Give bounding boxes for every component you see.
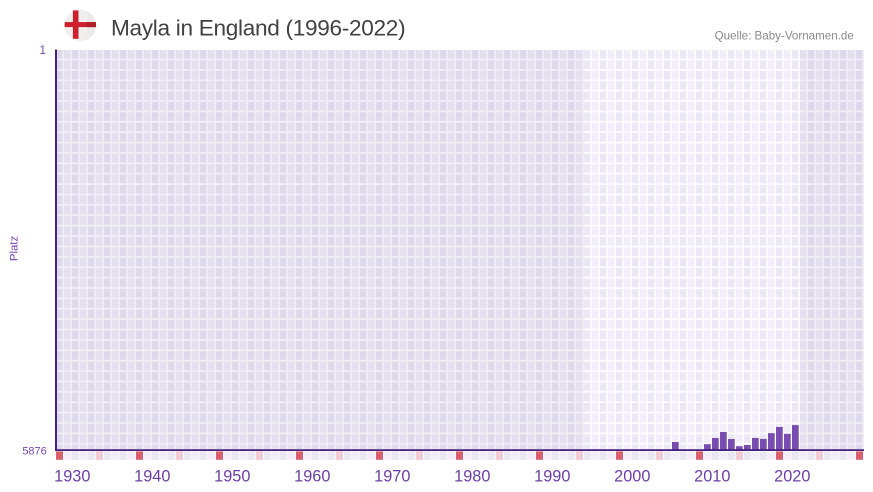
svg-text:1930: 1930	[54, 467, 90, 485]
svg-text:1960: 1960	[294, 467, 330, 485]
svg-text:1950: 1950	[214, 467, 250, 485]
svg-text:1990: 1990	[534, 467, 570, 485]
svg-text:2010: 2010	[694, 467, 730, 485]
svg-text:Platz: Platz	[9, 236, 21, 262]
svg-text:1940: 1940	[134, 467, 170, 485]
svg-text:2020: 2020	[774, 467, 810, 485]
svg-text:Quelle: Baby-Vornamen.de: Quelle: Baby-Vornamen.de	[715, 30, 854, 43]
svg-text:2000: 2000	[614, 467, 650, 485]
svg-text:1: 1	[39, 45, 45, 57]
svg-text:5876: 5876	[22, 446, 46, 458]
svg-text:1980: 1980	[454, 467, 490, 485]
svg-text:1970: 1970	[374, 467, 410, 485]
svg-text:Mayla in England (1996-2022): Mayla in England (1996-2022)	[111, 15, 405, 40]
